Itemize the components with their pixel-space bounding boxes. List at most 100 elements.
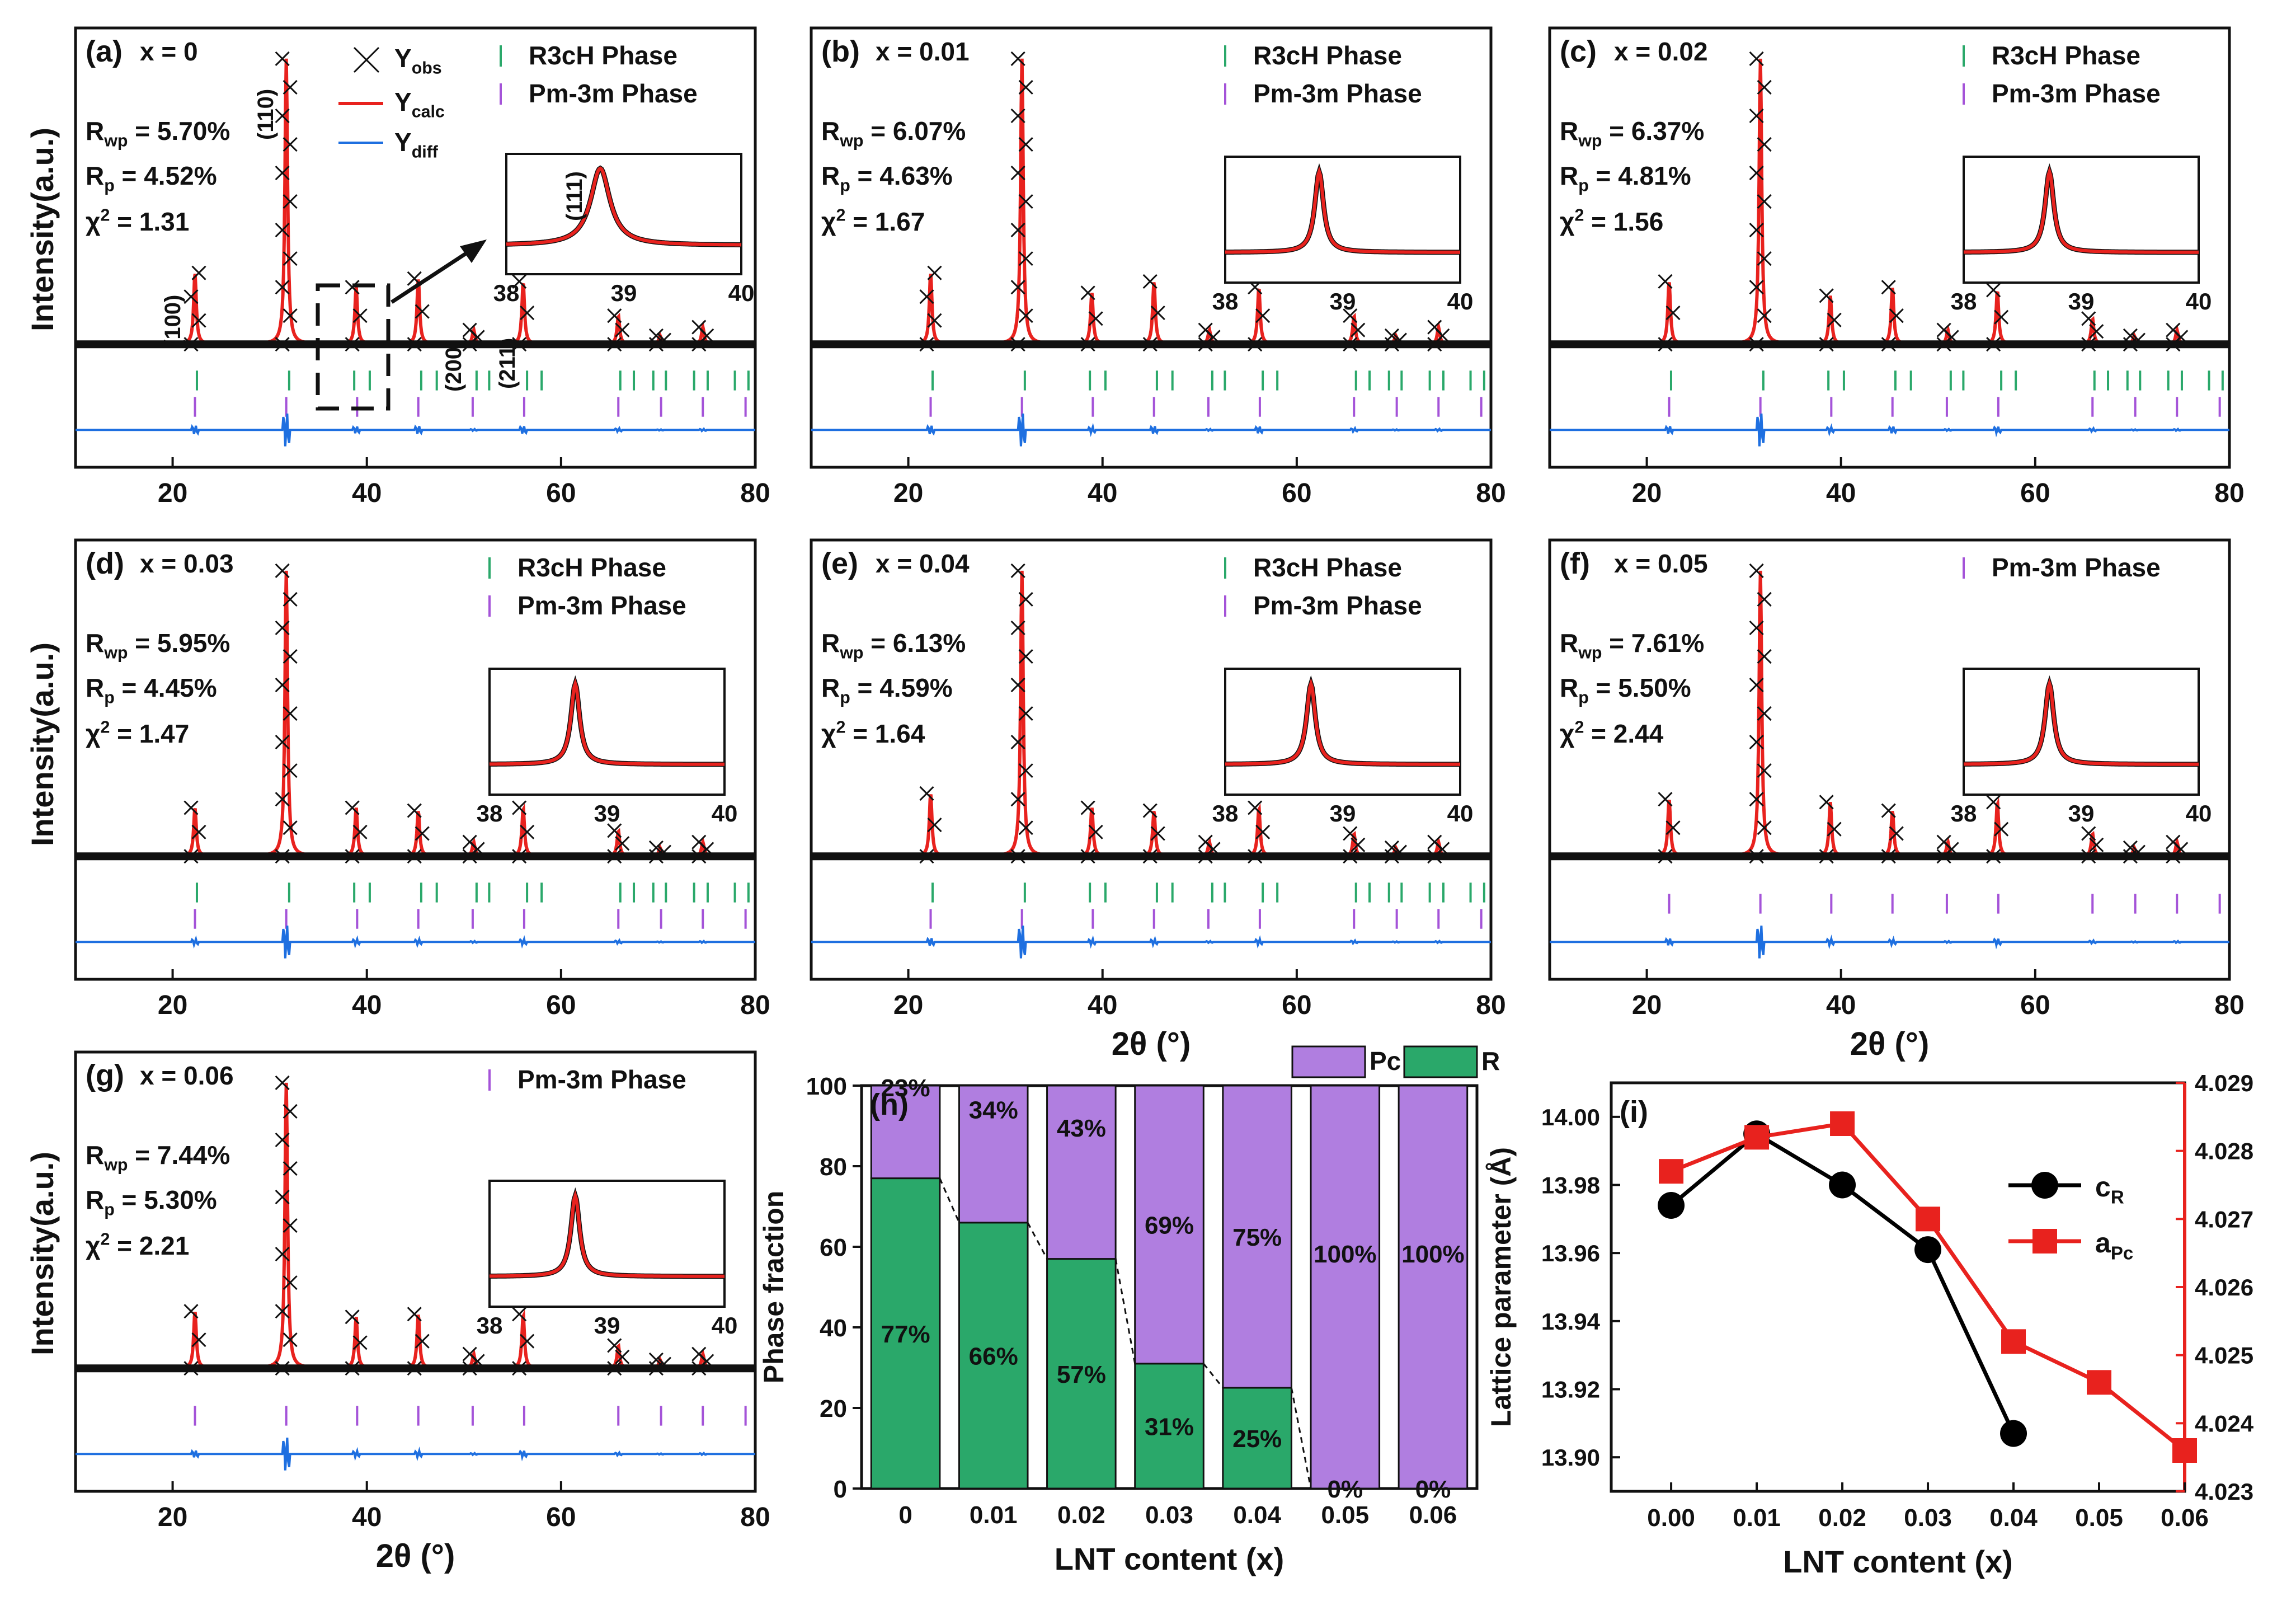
plot-frame xyxy=(810,26,1493,469)
obs-marker xyxy=(275,620,290,636)
obs-marker xyxy=(1665,820,1681,835)
inset-frame xyxy=(488,1180,726,1308)
obs-marker xyxy=(1080,285,1095,301)
plot-frame xyxy=(1548,538,2231,981)
x-tick-label: 0.03 xyxy=(1904,1504,1952,1532)
bar-label-pc: 100% xyxy=(1401,1241,1465,1268)
obs-marker xyxy=(275,1247,290,1262)
obs-marker xyxy=(283,194,298,209)
obs-marker xyxy=(607,308,622,323)
inset-tick-label: 38 xyxy=(1951,288,1977,314)
x-tick-label: 0.01 xyxy=(1733,1504,1781,1532)
obs-marker xyxy=(512,800,527,815)
bar-pc-0.02 xyxy=(1046,1085,1117,1260)
obs-marker xyxy=(184,800,199,815)
series-a-point xyxy=(2172,1438,2197,1463)
obs-marker xyxy=(275,223,290,238)
y-tick-label: 20 xyxy=(820,1395,847,1422)
obs-marker xyxy=(275,735,290,750)
chi-squared-value: χ2 = 1.47 xyxy=(86,719,189,748)
obs-marker xyxy=(1018,137,1033,152)
obs-marker xyxy=(1889,308,1904,323)
obs-marker xyxy=(1150,826,1165,841)
series-c-point xyxy=(2000,1420,2027,1447)
y-axis-label-row1: Intensity(a.u.) xyxy=(25,128,60,331)
obs-marker xyxy=(1665,306,1681,321)
obs-marker xyxy=(184,1304,199,1319)
x-tick-label: 0.02 xyxy=(1057,1501,1105,1529)
series-c-point xyxy=(1658,1192,1685,1219)
bar-label-r: 77% xyxy=(881,1321,930,1348)
y-axis-label-row3: Intensity(a.u.) xyxy=(25,1152,60,1355)
obs-marker xyxy=(191,313,206,328)
obs-marker xyxy=(283,1104,298,1119)
obs-marker xyxy=(407,1307,422,1322)
obs-marker xyxy=(462,322,477,337)
bar-pc-0.03 xyxy=(1134,1085,1205,1365)
legend-c-marker xyxy=(2031,1172,2058,1199)
panel-label: (b) xyxy=(821,35,860,68)
inset-frame xyxy=(505,153,742,275)
bar-r-0.01 xyxy=(958,1222,1029,1490)
obs-marker xyxy=(1088,311,1103,326)
obs-marker xyxy=(691,1346,707,1362)
obs-marker xyxy=(275,1304,290,1319)
obs-marker xyxy=(275,792,290,807)
diff-curve xyxy=(1550,413,2229,447)
y-axis-label: Phase fraction xyxy=(758,1191,789,1384)
legend-phase-label: Pm-3m Phase xyxy=(1253,79,1422,108)
plot-frame xyxy=(810,538,1493,981)
inset-tick-label: 38 xyxy=(477,800,503,827)
legend-phase-label: Pm-3m Phase xyxy=(517,1065,686,1094)
inset-tick-label: 40 xyxy=(712,800,738,827)
x-tick-label: 0.06 xyxy=(1409,1501,1457,1529)
rwp-value: Rwp = 7.44% xyxy=(86,1140,230,1175)
x-tick-label: 0.05 xyxy=(1321,1501,1369,1529)
obs-marker xyxy=(1343,308,1358,323)
bar-connector xyxy=(1290,1387,1312,1489)
obs-marker xyxy=(1351,837,1366,852)
x-tick-label: 80 xyxy=(740,990,770,1020)
bar-r-0.03 xyxy=(1134,1363,1205,1490)
obs-marker xyxy=(283,649,298,664)
obs-marker xyxy=(1749,108,1764,124)
series-a-point xyxy=(1916,1206,1941,1232)
series-a-point xyxy=(1830,1111,1855,1136)
obs-marker xyxy=(1749,51,1764,67)
zoom-arrow-line xyxy=(390,247,474,304)
y-tick-label: 100 xyxy=(806,1073,847,1100)
inset-tick-label: 39 xyxy=(1330,288,1356,314)
y-left-tick-label: 13.96 xyxy=(1541,1240,1600,1266)
inset-frame xyxy=(1963,668,2200,796)
obs-marker xyxy=(345,280,360,295)
obs-marker xyxy=(2081,311,2096,326)
x-axis-label: LNT content (x) xyxy=(1055,1541,1285,1576)
obs-marker xyxy=(283,1218,298,1233)
rwp-value: Rwp = 5.70% xyxy=(86,116,230,151)
y-left-tick-label: 14.00 xyxy=(1541,1104,1600,1130)
inset-frame xyxy=(1963,156,2200,284)
legend-phase-label: Pm-3m Phase xyxy=(517,591,686,620)
panel-label: (d) xyxy=(86,547,124,580)
bar-r-0 xyxy=(870,1177,941,1490)
x-tick-label: 0 xyxy=(898,1501,912,1529)
legend-phase-label: R3cH Phase xyxy=(1253,553,1402,582)
inset-tick-label: 38 xyxy=(1212,800,1239,827)
rp-value: Rp = 4.45% xyxy=(86,673,217,707)
chi-squared-value: χ2 = 1.31 xyxy=(86,206,189,236)
inset-tick-label: 39 xyxy=(611,280,637,306)
obs-marker xyxy=(1889,826,1904,841)
obs-marker xyxy=(520,306,535,321)
chi-squared-value: χ2 = 1.56 xyxy=(1560,206,1663,236)
x-axis-label: 2θ (°) xyxy=(376,1538,455,1574)
obs-marker xyxy=(2166,834,2181,849)
x-tick-label: 0.02 xyxy=(1818,1504,1866,1532)
y-right-tick-label: 4.023 xyxy=(2195,1478,2253,1505)
bar-label-r: 0% xyxy=(1415,1476,1451,1503)
xrd-panel-0: 20 40 60 80 (a) x = 0 Rwp = 5.70% Rp = 4.52% χ2 … xyxy=(74,26,770,508)
obs-marker xyxy=(1757,591,1772,607)
obs-marker xyxy=(283,820,298,835)
obs-marker xyxy=(607,1338,622,1353)
obs-marker xyxy=(615,836,630,851)
y-axis-label: Lattice parameter (Å) xyxy=(1485,1147,1517,1427)
